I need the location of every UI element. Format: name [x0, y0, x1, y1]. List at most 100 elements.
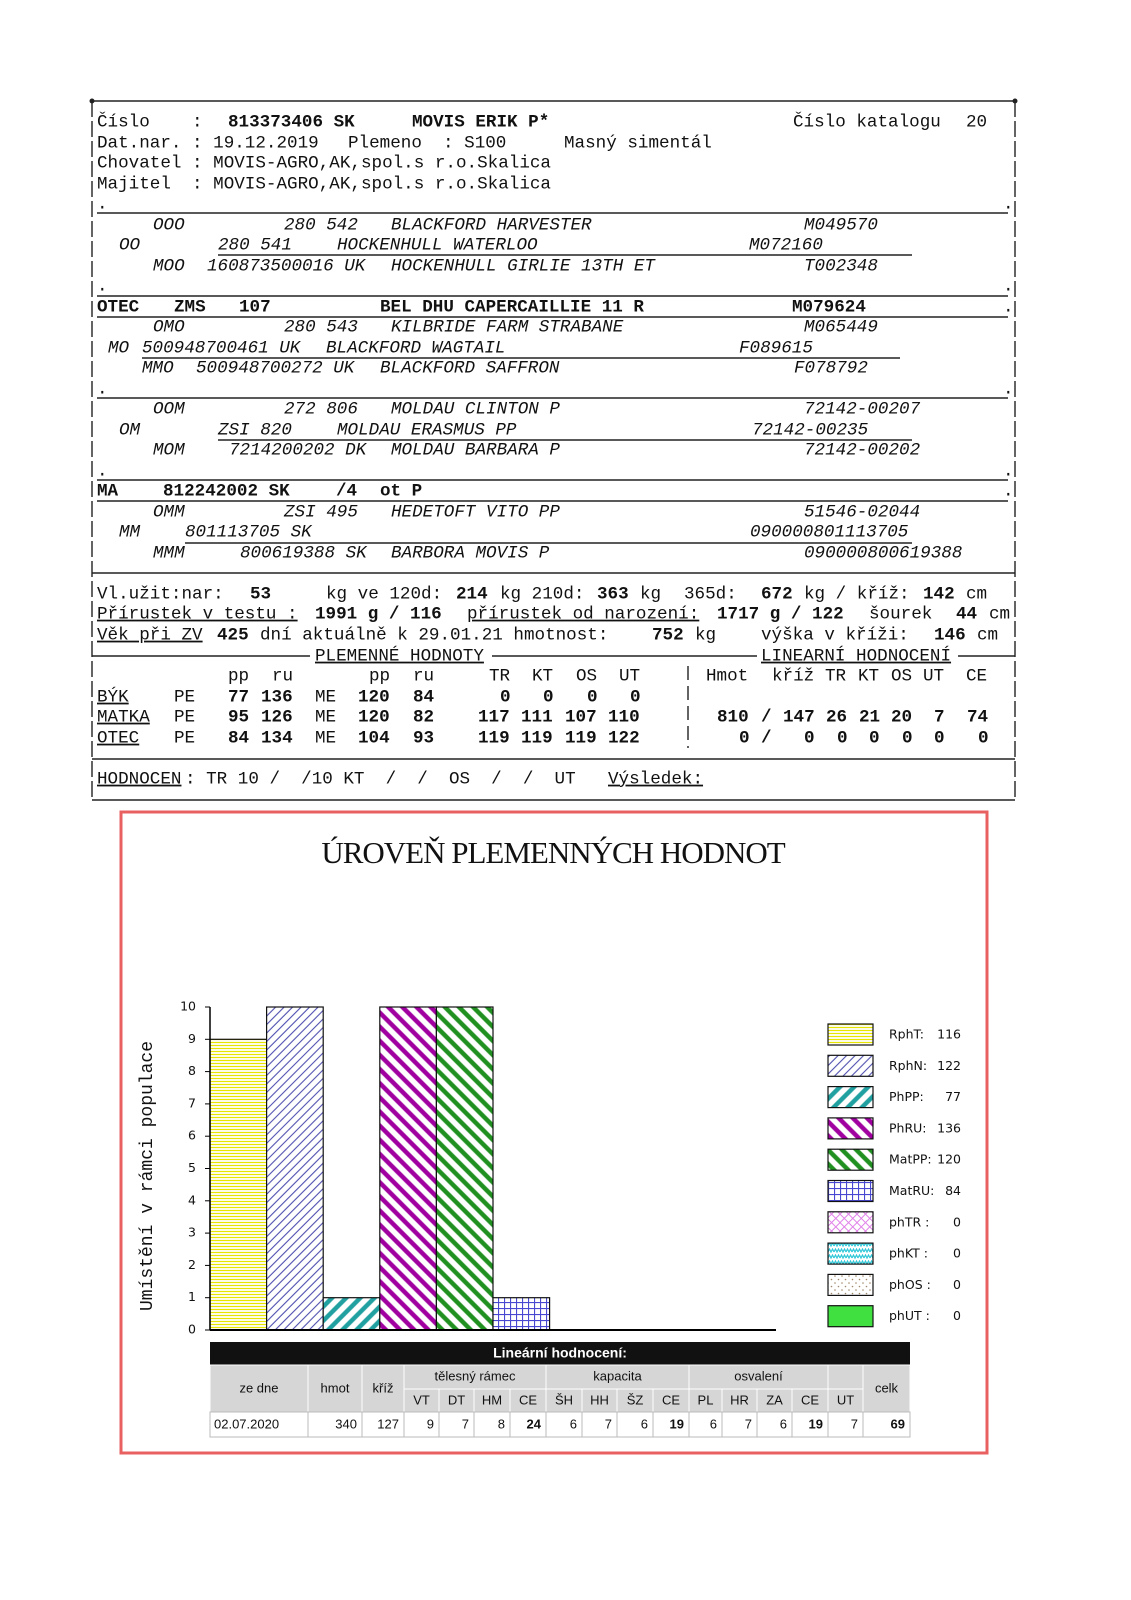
document-text: HEDETOFT VITO PP — [391, 503, 560, 523]
document-text: . — [97, 380, 108, 400]
document-text: LINEARNÍ HODNOCENÍ — [761, 645, 951, 667]
document-text: PE — [174, 688, 195, 708]
document-text: Výsledek: — [608, 770, 703, 790]
legend-label: phKT : — [889, 1246, 928, 1261]
legend-value: 116 — [937, 1027, 961, 1042]
document-text: OTEC — [97, 729, 139, 749]
document-text: : TR 10 / /10 KT / / OS / / UT — [185, 770, 576, 790]
document-text: Číslo katalogu — [793, 111, 941, 133]
document-text: HOCKENHULL WATERLOO — [337, 236, 538, 256]
document-text: 147 — [783, 708, 815, 728]
document-text: kg — [695, 626, 716, 646]
document-text: . — [1003, 482, 1014, 502]
bar — [435, 1006, 494, 1331]
legend-value: 0 — [953, 1277, 961, 1292]
document-text: ru — [272, 667, 293, 687]
table-cell-text: 6 — [641, 1416, 648, 1431]
document-text: ZSI 495 — [283, 503, 358, 523]
table-header: ŠH — [555, 1392, 573, 1407]
document-text: 26 — [826, 708, 847, 728]
document-text: MATKA — [97, 708, 150, 728]
table-cell-text: 127 — [377, 1416, 399, 1431]
legend-value: 0 — [953, 1214, 961, 1229]
linear-table: Lineární hodnocení: ze dne hmot kříž VT DT HM C… — [209, 1342, 911, 1438]
document-text: ME — [315, 688, 336, 708]
table-cell-text: 7 — [605, 1416, 612, 1431]
document-text: 500948700272 UK — [196, 359, 356, 379]
legend-value: 122 — [937, 1058, 961, 1073]
document-text: šourek — [869, 605, 932, 625]
y-tick-label: 5 — [188, 1160, 196, 1175]
document-text: TR — [489, 667, 511, 687]
table-header: HM — [482, 1392, 502, 1407]
table-header: ze dne — [239, 1380, 278, 1395]
document-text: OS — [576, 667, 597, 687]
document-text: / — [761, 729, 772, 749]
document-text: BEL DHU CAPERCAILLIE 11 R — [380, 298, 644, 318]
document-text: 214 — [456, 585, 488, 605]
table-cell — [827, 1411, 864, 1438]
legend-swatch — [827, 1179, 874, 1203]
table-cell — [616, 1411, 654, 1438]
document-text: 812242002 SK — [163, 482, 290, 502]
document-text: . — [97, 277, 108, 297]
document-text: F078792 — [794, 359, 868, 379]
document-text: 365d: — [684, 585, 737, 605]
document-text: . — [97, 195, 108, 215]
document-text: 20 — [966, 113, 987, 133]
table-cell-text: 7 — [851, 1416, 858, 1431]
table-cell-text: 7 — [462, 1416, 469, 1431]
document-text: OTEC — [97, 298, 140, 318]
legend-swatch — [827, 1242, 874, 1265]
document-text: UT — [619, 667, 640, 687]
legend-value: 77 — [945, 1089, 961, 1104]
table-cell-text: 340 — [335, 1416, 357, 1431]
document-text: 107 — [565, 708, 597, 728]
table-cell-text: 6 — [780, 1416, 787, 1431]
document-text: OOO — [153, 216, 185, 236]
document-text: 84 — [228, 729, 250, 749]
document-text: 0 — [869, 729, 880, 749]
document-text: . — [1003, 298, 1014, 318]
document-text: M065449 — [804, 318, 878, 338]
document-text: 82 — [413, 708, 434, 728]
document-text: 0 — [500, 688, 511, 708]
y-tick-label: 7 — [188, 1095, 196, 1110]
document-text: Chovatel : MOVIS-AGRO,AK,spol.s r.o.Skal… — [97, 154, 551, 174]
y-tick-label: 4 — [188, 1192, 196, 1207]
document-text: přírustek od narození: — [467, 605, 699, 625]
document-text: OOM — [153, 400, 185, 420]
table-header: PL — [698, 1392, 714, 1407]
document-text: Majitel : MOVIS-AGRO,AK,spol.s r.o.Skali… — [97, 175, 551, 195]
table-cell-text: 6 — [710, 1416, 717, 1431]
legend-value: 136 — [937, 1120, 961, 1135]
document-text: 090000800619388 — [804, 544, 962, 564]
table-header: ŠZ — [627, 1392, 644, 1407]
document-text: UT — [923, 667, 944, 687]
legend-label: MatRU: — [889, 1183, 934, 1198]
legend-label: PhRU: — [889, 1120, 927, 1135]
table-cell — [827, 1364, 864, 1390]
document-text: MOM — [153, 441, 185, 461]
document-text: 0 — [630, 688, 641, 708]
table-cell-text: 9 — [427, 1416, 434, 1431]
document-text: Číslo : — [97, 111, 203, 133]
document-text: 77 — [228, 688, 249, 708]
document-text: 672 — [761, 585, 793, 605]
bar — [209, 1038, 268, 1331]
document-text: Přírustek v testu : — [97, 605, 298, 625]
document-text: kg 210d: — [500, 585, 584, 605]
table-cell-text: 8 — [498, 1416, 505, 1431]
document-text: Masný simentál — [564, 134, 712, 154]
document-text: 813373406 SK — [228, 113, 355, 133]
document-text: 0 — [978, 729, 989, 749]
document-text: OMO — [153, 318, 185, 338]
table-header: CE — [662, 1392, 680, 1407]
document-text: MA — [97, 482, 119, 502]
document-text: . — [1003, 277, 1014, 297]
document-text: OS — [891, 667, 912, 687]
table-header: DT — [448, 1392, 465, 1407]
y-tick-label: 10 — [180, 999, 196, 1014]
table-cell-text: 7 — [745, 1416, 752, 1431]
